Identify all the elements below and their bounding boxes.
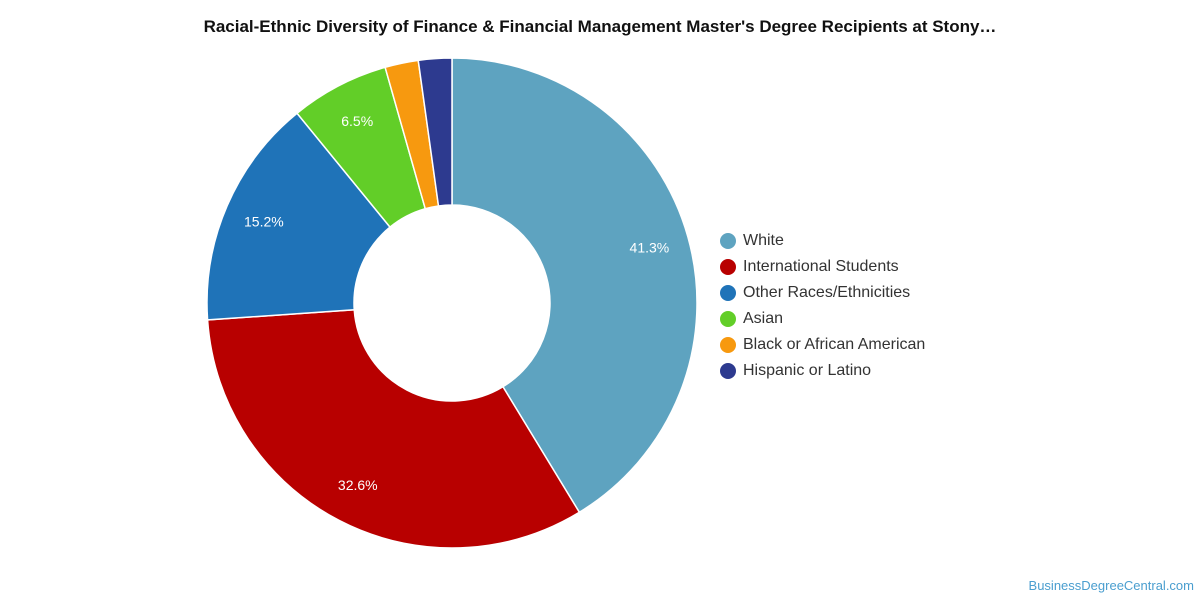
legend-label: Black or African American xyxy=(743,336,926,353)
donut-data-labels: 41.3% 32.6% 15.2% 6.5% xyxy=(244,113,669,493)
chart-title: Racial-Ethnic Diversity of Finance & Fin… xyxy=(203,17,997,36)
legend-swatch xyxy=(720,233,736,249)
chart-legend: White International Students Other Races/E… xyxy=(720,228,925,384)
data-label-white: 41.3% xyxy=(630,240,670,256)
slice-white[interactable] xyxy=(451,57,698,514)
legend-item-hispanic-or-latino[interactable]: Hispanic or Latino xyxy=(720,358,925,384)
slice-hispanic-or-latino[interactable] xyxy=(417,57,453,207)
legend-label: Other Races/Ethnicities xyxy=(743,284,911,301)
data-label-international-students: 32.6% xyxy=(338,477,378,493)
legend-label: White xyxy=(743,232,784,249)
legend-item-other-races-ethnicities[interactable]: Other Races/Ethnicities xyxy=(720,280,925,306)
data-label-other-races-ethnicities: 15.2% xyxy=(244,214,284,230)
legend-swatch xyxy=(720,259,736,275)
legend-item-asian[interactable]: Asian xyxy=(720,306,925,332)
legend-swatch xyxy=(720,285,736,301)
legend-item-white[interactable]: White xyxy=(720,228,925,254)
legend-swatch xyxy=(720,337,736,353)
data-label-asian: 6.5% xyxy=(341,113,373,129)
site-watermark[interactable]: BusinessDegreeCentral.com xyxy=(1028,578,1194,593)
donut-slices xyxy=(206,57,698,549)
legend-swatch xyxy=(720,311,736,327)
legend-item-international-students[interactable]: International Students xyxy=(720,254,925,280)
slice-other-races-ethnicities[interactable] xyxy=(206,112,392,321)
legend-label: Hispanic or Latino xyxy=(743,362,872,379)
legend-swatch xyxy=(720,363,736,379)
legend-item-black-or-african-american[interactable]: Black or African American xyxy=(720,332,925,358)
legend-label: Asian xyxy=(743,310,784,327)
legend-label: International Students xyxy=(743,258,899,275)
slice-international-students[interactable] xyxy=(206,308,581,549)
